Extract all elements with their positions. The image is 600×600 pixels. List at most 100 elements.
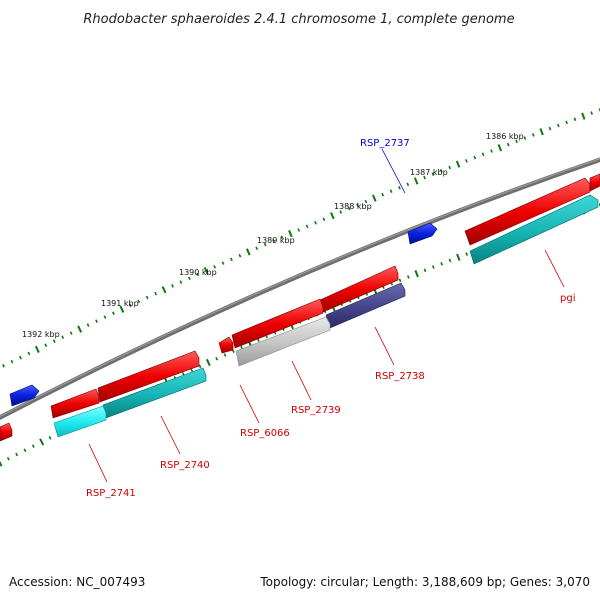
scale-label-1389: 1389 kbp (257, 236, 295, 245)
genome-backbone (0, 157, 600, 420)
outer-minor-tick (112, 311, 115, 315)
inner-minor-tick (223, 353, 227, 357)
gene-label-pgi[interactable]: pgi (560, 293, 575, 304)
outer-minor-tick (44, 343, 48, 348)
outer-major-tick (539, 128, 544, 136)
leader-rsp2740 (160, 415, 181, 455)
outer-minor-tick (506, 142, 510, 147)
gene-label-rsp6066[interactable]: RSP_6066 (240, 428, 290, 439)
outer-minor-tick (154, 291, 158, 296)
inner-minor-tick (465, 252, 468, 256)
outer-minor-tick (52, 339, 56, 344)
outer-minor-tick (86, 323, 90, 327)
inner-major-tick (39, 438, 45, 446)
outer-minor-tick (548, 126, 552, 131)
inner-minor-tick (215, 356, 219, 361)
outer-minor-tick (515, 139, 518, 144)
scale-label-1386: 1386 kbp (486, 132, 524, 141)
outer-tick-track (2, 108, 600, 368)
inner-minor-tick (198, 364, 202, 369)
inner-minor-tick (423, 268, 427, 273)
outer-minor-tick (196, 272, 200, 277)
outer-minor-tick (128, 303, 132, 308)
gene-label-rsp2738[interactable]: RSP_2738 (375, 371, 425, 382)
footer-summary: Topology: circular; Length: 3,188,609 bp… (259, 575, 590, 589)
inner-minor-tick (15, 452, 19, 457)
outer-minor-tick (356, 203, 359, 207)
feature-pgi-teal[interactable] (469, 194, 599, 265)
outer-major-tick (455, 160, 461, 168)
leader-rsp6066 (239, 384, 260, 424)
gene-label-rsp2740[interactable]: RSP_2740 (160, 460, 210, 471)
inner-minor-tick (31, 444, 35, 448)
outer-minor-tick (573, 117, 577, 122)
leader-rsp2737 (381, 148, 406, 194)
outer-minor-tick (339, 210, 343, 214)
outer-minor-tick (255, 246, 259, 251)
outer-minor-tick (2, 364, 5, 368)
genome-backbone-highlight (0, 158, 600, 418)
outer-major-tick (34, 345, 40, 353)
outer-minor-tick (389, 189, 393, 193)
outer-major-tick (330, 212, 335, 220)
outer-minor-tick (431, 172, 435, 176)
outer-minor-tick (439, 169, 443, 173)
leader-rsp2739 (291, 360, 312, 401)
outer-minor-tick (523, 136, 527, 140)
gene-label-rsp2739[interactable]: RSP_2739 (291, 405, 341, 416)
scale-label-1391: 1391 kbp (101, 299, 139, 308)
outer-major-tick (372, 194, 377, 202)
outer-minor-tick (179, 280, 183, 284)
gene-red-right-edge[interactable] (589, 173, 600, 192)
outer-minor-tick (272, 239, 275, 243)
outer-minor-tick (347, 206, 351, 211)
gene-rsp2737-blue[interactable] (407, 222, 438, 245)
gene-rsp2739-red[interactable] (231, 298, 324, 349)
outer-major-tick (581, 112, 586, 120)
scale-label-1392: 1392 kbp (22, 330, 60, 339)
outer-minor-tick (263, 242, 267, 247)
outer-major-tick (413, 177, 419, 185)
inner-major-tick (205, 358, 211, 367)
feature-rsp2739-grey[interactable] (235, 316, 331, 367)
gene-label-rsp2741[interactable]: RSP_2741 (86, 488, 136, 499)
outer-minor-tick (297, 228, 301, 232)
feature-rsp2741-cyan[interactable] (53, 405, 107, 438)
outer-minor-tick (213, 265, 217, 269)
scale-label-1387: 1387 kbp (410, 168, 448, 177)
gene-blue-left[interactable] (9, 384, 40, 407)
map-title: Rhodobacter sphaeroides 2.4.1 chromosome… (83, 12, 514, 27)
gene-red-left-edge[interactable] (0, 422, 13, 442)
outer-minor-tick (27, 351, 31, 356)
outer-minor-tick (556, 123, 560, 128)
outer-minor-tick (381, 192, 385, 197)
inner-minor-tick (432, 265, 435, 269)
outer-minor-tick (490, 149, 493, 153)
outer-minor-tick (18, 355, 22, 360)
outer-major-tick (203, 267, 209, 275)
outer-major-tick (119, 305, 125, 313)
gene-rsp2740-red[interactable] (97, 350, 200, 403)
gene-rsp6066-red[interactable] (218, 336, 234, 354)
inner-minor-tick (406, 275, 410, 279)
scale-label-1390: 1390 kbp (179, 268, 217, 277)
outer-minor-tick (230, 257, 233, 262)
outer-minor-tick (322, 217, 326, 222)
outer-minor-tick (423, 175, 426, 180)
outer-minor-tick (305, 224, 309, 229)
outer-minor-tick (364, 199, 368, 204)
inner-minor-tick (23, 448, 27, 453)
gene-label-rsp2737[interactable]: RSP_2737 (360, 138, 410, 149)
outer-minor-tick (171, 284, 174, 288)
outer-major-tick (245, 248, 251, 256)
gene-rsp2741-red[interactable] (50, 388, 100, 419)
outer-minor-tick (465, 159, 468, 163)
inner-minor-tick (6, 456, 10, 461)
outer-minor-tick (221, 261, 225, 265)
inner-major-tick (456, 253, 461, 261)
outer-minor-tick (61, 335, 65, 339)
outer-major-tick (288, 230, 293, 238)
scale-label-1388: 1388 kbp (334, 202, 372, 211)
outer-minor-tick (145, 295, 149, 300)
